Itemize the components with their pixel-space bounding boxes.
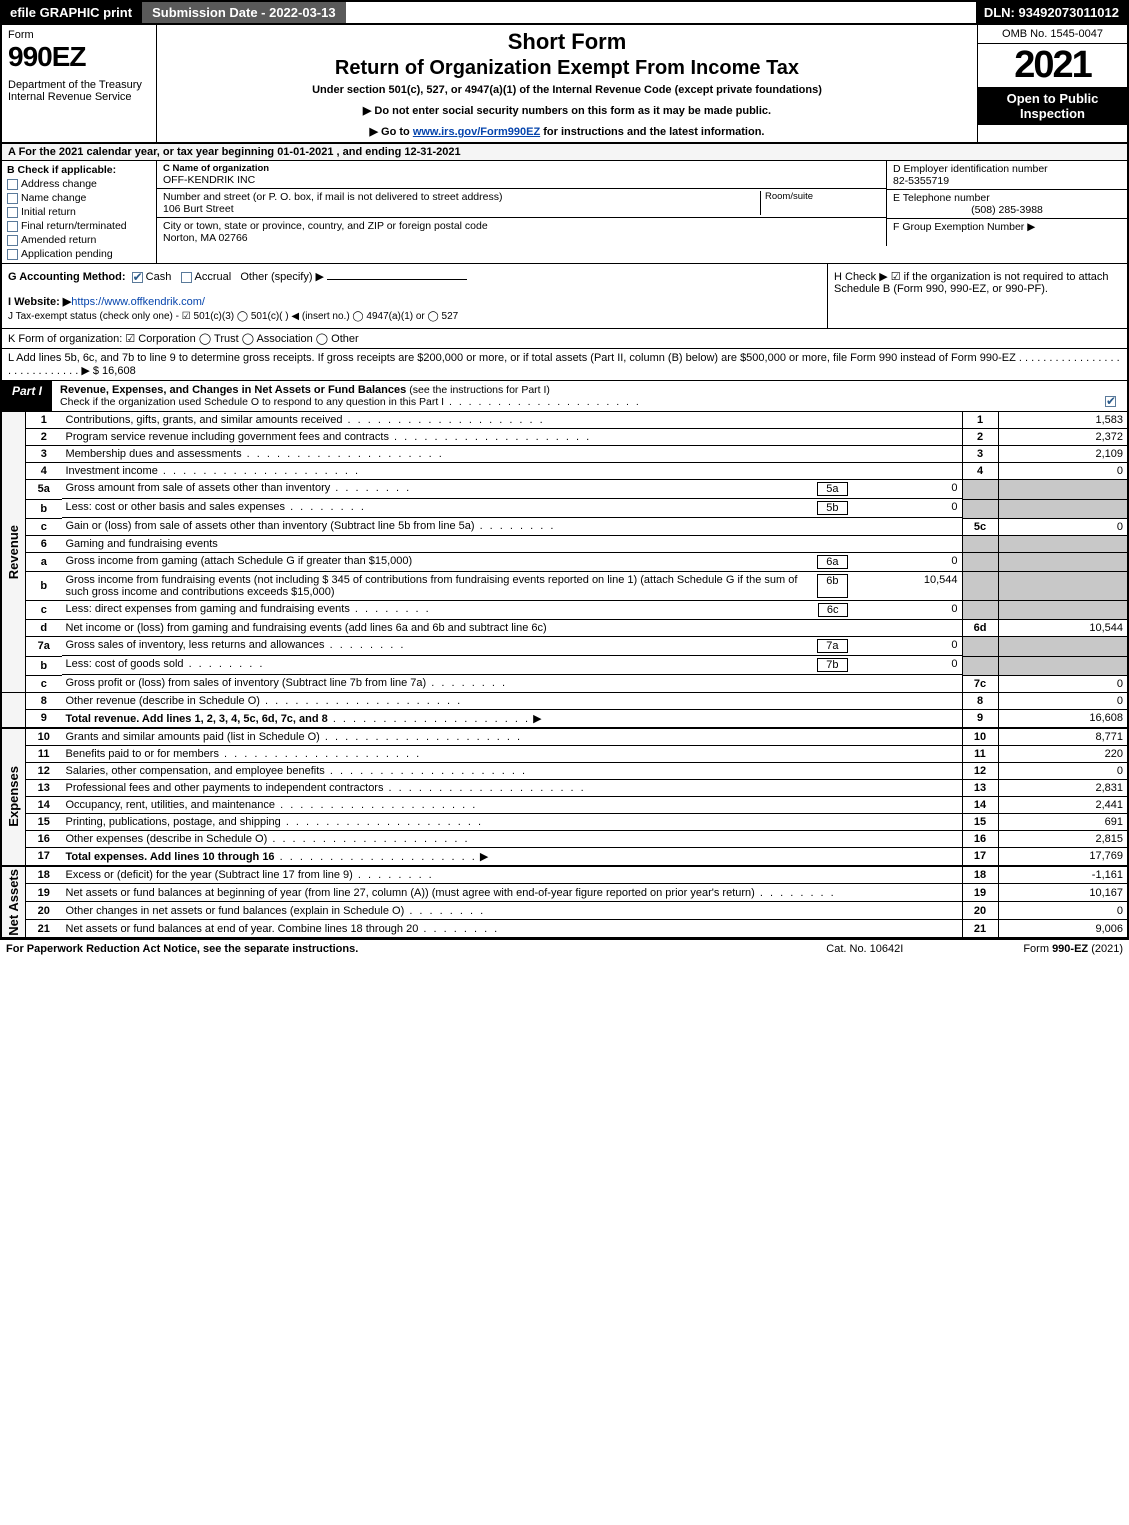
col-B: B Check if applicable: Address change Na… [2,161,157,263]
room-suite: Room/suite [760,191,880,215]
org-name: OFF-KENDRIK INC [163,174,880,186]
inspection-badge: Open to Public Inspection [978,87,1127,125]
J-line: J Tax-exempt status (check only one) - ☑… [8,311,821,322]
L-value: $ 16,608 [93,365,136,377]
subtitle: Under section 501(c), 527, or 4947(a)(1)… [165,84,969,96]
rot-expenses: Expenses [6,766,21,827]
cb-address-change[interactable] [7,179,18,190]
part1-header: Part I Revenue, Expenses, and Changes in… [0,381,1129,412]
section-BCDEF: B Check if applicable: Address change Na… [0,161,1129,264]
form-number: 990EZ [8,41,150,73]
form-word: Form [8,29,150,41]
dln: DLN: 93492073011012 [976,2,1127,23]
ein: 82-5355719 [893,175,1121,187]
C-label: C Name of organization [163,163,269,174]
I-label: I Website: ▶ [8,296,71,308]
part1-tag: Part I [2,381,52,411]
footer-right: Form 990-EZ (2021) [1023,943,1123,955]
L-line: L Add lines 5b, 6c, and 7b to line 9 to … [0,349,1129,381]
website-link[interactable]: https://www.offkendrik.com/ [71,296,205,308]
top-bar: efile GRAPHIC print Submission Date - 20… [0,0,1129,25]
cb-app-pending[interactable] [7,249,18,260]
K-line: K Form of organization: ☑ Corporation ◯ … [0,329,1129,349]
tax-year: 2021 [978,44,1127,87]
cb-accrual[interactable] [181,272,192,283]
cb-initial-return[interactable] [7,207,18,218]
submission-date: Submission Date - 2022-03-13 [140,2,346,23]
cb-part1-schedO[interactable] [1105,396,1116,407]
phone: (508) 285-3988 [893,204,1121,216]
cb-amended[interactable] [7,235,18,246]
title-return: Return of Organization Exempt From Incom… [165,57,969,80]
rot-revenue: Revenue [6,525,21,579]
cb-name-change[interactable] [7,193,18,204]
G-label: G Accounting Method: [8,271,126,283]
B-label: B Check if applicable: [7,164,151,176]
title-short-form: Short Form [165,29,969,55]
cb-cash[interactable] [132,272,143,283]
footer-left: For Paperwork Reduction Act Notice, see … [6,943,826,955]
footer: For Paperwork Reduction Act Notice, see … [0,939,1129,958]
part1-title: Revenue, Expenses, and Changes in Net As… [60,384,406,396]
part1-sub: (see the instructions for Part I) [409,384,550,396]
cb-final-return[interactable] [7,221,18,232]
dept: Department of the Treasury Internal Reve… [8,79,150,103]
F-label: F Group Exemption Number ▶ [893,221,1035,233]
city-label: City or town, state or province, country… [163,220,880,232]
efile-label: efile GRAPHIC print [2,2,140,23]
omb: OMB No. 1545-0047 [978,25,1127,44]
H-box: H Check ▶ ☑ if the organization is not r… [827,264,1127,328]
street-label: Number and street (or P. O. box, if mail… [163,191,760,203]
note-link: ▶ Go to www.irs.gov/Form990EZ for instru… [165,125,969,138]
irs-link[interactable]: www.irs.gov/Form990EZ [413,126,540,138]
rot-netassets: Net Assets [6,869,21,936]
finance-table: Revenue 1Contributions, gifts, grants, a… [0,412,1129,939]
part1-check: Check if the organization used Schedule … [60,396,641,408]
street: 106 Burt Street [163,203,760,215]
E-label: E Telephone number [893,192,1121,204]
note-ssn: ▶ Do not enter social security numbers o… [165,104,969,117]
D-label: D Employer identification number [893,163,1121,175]
city: Norton, MA 02766 [163,232,880,244]
form-header: Form 990EZ Department of the Treasury In… [0,25,1129,144]
line-A: A For the 2021 calendar year, or tax yea… [0,144,1129,161]
row-GH: G Accounting Method: Cash Accrual Other … [0,264,1129,329]
footer-cat: Cat. No. 10642I [826,943,903,955]
